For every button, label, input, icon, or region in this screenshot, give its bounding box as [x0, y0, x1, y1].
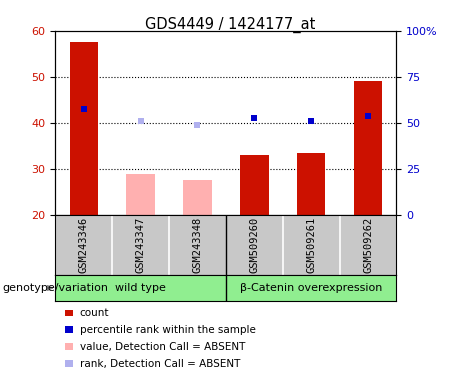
Bar: [240, 155, 268, 215]
Text: wild type: wild type: [115, 283, 166, 293]
Bar: [226, 275, 396, 301]
Text: GDS4449 / 1424177_at: GDS4449 / 1424177_at: [145, 17, 316, 33]
Bar: [183, 180, 212, 215]
Bar: [354, 81, 382, 215]
Text: GSM509262: GSM509262: [363, 217, 373, 273]
Text: rank, Detection Call = ABSENT: rank, Detection Call = ABSENT: [80, 359, 240, 369]
Text: β-Catenin overexpression: β-Catenin overexpression: [240, 283, 382, 293]
Text: GSM243346: GSM243346: [79, 217, 89, 273]
Bar: [297, 153, 325, 215]
Text: GSM243347: GSM243347: [136, 217, 146, 273]
Text: GSM243348: GSM243348: [192, 217, 202, 273]
Text: genotype/variation: genotype/variation: [2, 283, 108, 293]
Text: count: count: [80, 308, 109, 318]
Bar: [70, 42, 98, 215]
Text: percentile rank within the sample: percentile rank within the sample: [80, 325, 256, 335]
Text: GSM509260: GSM509260: [249, 217, 260, 273]
Bar: [126, 174, 155, 215]
Text: value, Detection Call = ABSENT: value, Detection Call = ABSENT: [80, 342, 245, 352]
Bar: [55, 275, 226, 301]
Text: GSM509261: GSM509261: [306, 217, 316, 273]
